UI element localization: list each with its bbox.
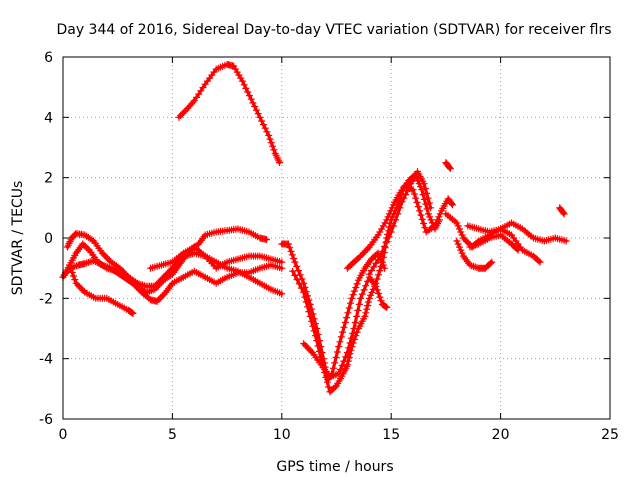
series-markers: [442, 159, 454, 173]
y-tick-label: -4: [39, 352, 53, 368]
x-tick-label: 20: [492, 427, 510, 443]
series-sat-o: [466, 231, 522, 254]
y-axis-label: SDTVAR / TECUs: [10, 181, 26, 296]
series-sat-m: [453, 237, 496, 272]
series-sat-f: [175, 61, 284, 167]
series-sat-n: [464, 219, 570, 245]
y-tick-label: 4: [44, 110, 53, 126]
series-markers: [365, 168, 435, 278]
x-tick-label: 25: [601, 427, 619, 443]
x-tick-label: 15: [382, 427, 400, 443]
x-tick-label: 10: [273, 427, 291, 443]
series-sat-i: [300, 273, 391, 381]
series-markers: [66, 261, 137, 317]
y-tick-label: -2: [39, 291, 53, 307]
y-tick-label: -6: [39, 412, 53, 428]
series-sat-c: [66, 261, 137, 317]
series-markers: [453, 237, 496, 272]
series-layer: [59, 61, 570, 396]
series-sat-k: [365, 168, 435, 278]
x-tick-label: 5: [168, 427, 177, 443]
series-markers: [147, 243, 286, 272]
series-markers: [464, 219, 570, 245]
series-markers: [300, 273, 391, 381]
series-sat-p: [442, 159, 454, 173]
chart-title: Day 344 of 2016, Sidereal Day-to-day VTE…: [56, 22, 611, 38]
x-tick-label: 0: [59, 427, 68, 443]
y-tick-label: 6: [44, 50, 53, 66]
series-sat-d: [63, 225, 270, 290]
series-sat-e: [147, 243, 286, 272]
series-markers: [175, 61, 284, 167]
y-tick-label: 0: [44, 231, 53, 247]
x-axis-label: GPS time / hours: [276, 459, 393, 475]
y-tick-label: 2: [44, 171, 53, 187]
series-sat-q: [556, 204, 568, 218]
series-markers: [556, 204, 568, 218]
tick-layer: 0 5 10 15 20 25 -6 -4 -2 0 2 4 6: [39, 50, 619, 443]
series-markers: [466, 231, 522, 254]
